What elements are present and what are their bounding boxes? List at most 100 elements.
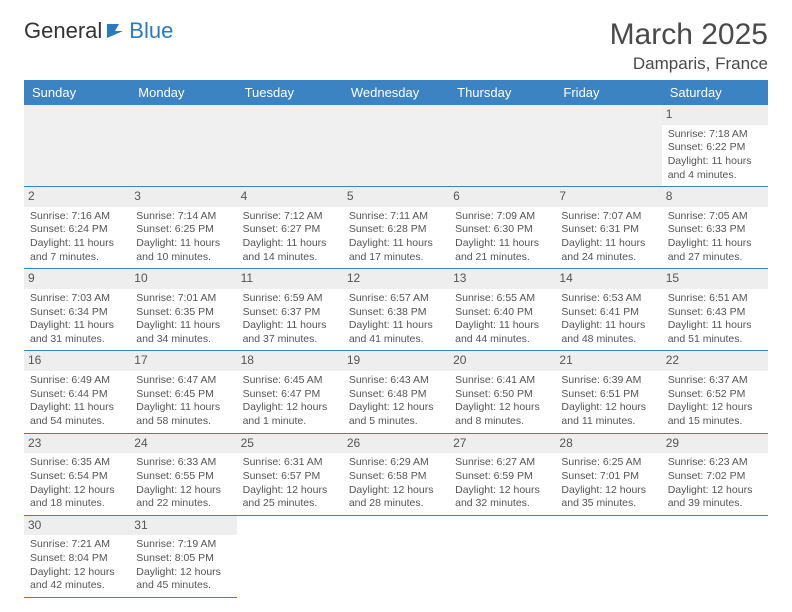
day-info: Sunrise: 6:43 AMSunset: 6:48 PMDaylight:… xyxy=(349,374,443,429)
day-number: 20 xyxy=(449,351,555,371)
calendar-day-cell: 10Sunrise: 7:01 AMSunset: 6:35 PMDayligh… xyxy=(130,269,236,351)
sunrise-text: Sunrise: 7:18 AM xyxy=(668,128,762,142)
day-info: Sunrise: 7:11 AMSunset: 6:28 PMDaylight:… xyxy=(349,210,443,265)
sunset-text: Sunset: 6:52 PM xyxy=(668,388,762,402)
day-number: 30 xyxy=(24,516,130,536)
daylight-text: Daylight: 11 hours and 21 minutes. xyxy=(455,237,549,264)
day-info: Sunrise: 7:14 AMSunset: 6:25 PMDaylight:… xyxy=(136,210,230,265)
calendar-day-cell xyxy=(662,515,768,597)
sunset-text: Sunset: 6:37 PM xyxy=(243,306,337,320)
day-info: Sunrise: 7:03 AMSunset: 6:34 PMDaylight:… xyxy=(30,292,124,347)
calendar-week-row: 2Sunrise: 7:16 AMSunset: 6:24 PMDaylight… xyxy=(24,187,768,269)
day-info: Sunrise: 6:29 AMSunset: 6:58 PMDaylight:… xyxy=(349,456,443,511)
daylight-text: Daylight: 12 hours and 28 minutes. xyxy=(349,484,443,511)
day-number: 3 xyxy=(130,187,236,207)
calendar-day-cell: 3 Sunrise: 7:14 AMSunset: 6:25 PMDaylight… xyxy=(130,187,236,269)
sunrise-text: Sunrise: 7:19 AM xyxy=(136,538,230,552)
sunset-text: Sunset: 6:57 PM xyxy=(243,470,337,484)
calendar-day-cell: 31Sunrise: 7:19 AMSunset: 8:05 PMDayligh… xyxy=(130,515,236,597)
daylight-text: Daylight: 11 hours and 41 minutes. xyxy=(349,319,443,346)
daylight-text: Daylight: 12 hours and 1 minute. xyxy=(243,401,337,428)
daylight-text: Daylight: 12 hours and 45 minutes. xyxy=(136,566,230,593)
calendar-day-cell: 6Sunrise: 7:09 AMSunset: 6:30 PMDaylight… xyxy=(449,187,555,269)
calendar-day-cell: 13Sunrise: 6:55 AMSunset: 6:40 PMDayligh… xyxy=(449,269,555,351)
day-number: 7 xyxy=(555,187,661,207)
calendar-week-row: 9Sunrise: 7:03 AMSunset: 6:34 PMDaylight… xyxy=(24,269,768,351)
day-number: 5 xyxy=(343,187,449,207)
flag-icon xyxy=(105,22,127,40)
sunrise-text: Sunrise: 6:29 AM xyxy=(349,456,443,470)
sunset-text: Sunset: 6:50 PM xyxy=(455,388,549,402)
daylight-text: Daylight: 12 hours and 22 minutes. xyxy=(136,484,230,511)
day-info: Sunrise: 6:49 AMSunset: 6:44 PMDaylight:… xyxy=(30,374,124,429)
sunrise-text: Sunrise: 6:35 AM xyxy=(30,456,124,470)
daylight-text: Daylight: 11 hours and 24 minutes. xyxy=(561,237,655,264)
daylight-text: Daylight: 11 hours and 31 minutes. xyxy=(30,319,124,346)
sunset-text: Sunset: 8:05 PM xyxy=(136,552,230,566)
sunset-text: Sunset: 6:35 PM xyxy=(136,306,230,320)
day-number: 16 xyxy=(24,351,130,371)
calendar-day-cell xyxy=(449,515,555,597)
daylight-text: Daylight: 12 hours and 11 minutes. xyxy=(561,401,655,428)
calendar-day-cell xyxy=(237,515,343,597)
daylight-text: Daylight: 11 hours and 17 minutes. xyxy=(349,237,443,264)
daylight-text: Daylight: 11 hours and 10 minutes. xyxy=(136,237,230,264)
calendar-day-cell: 26Sunrise: 6:29 AMSunset: 6:58 PMDayligh… xyxy=(343,433,449,515)
calendar-day-cell xyxy=(130,105,236,187)
day-number: 4 xyxy=(237,187,343,207)
calendar-week-row: 30Sunrise: 7:21 AMSunset: 8:04 PMDayligh… xyxy=(24,515,768,597)
location-label: Damparis, France xyxy=(610,54,768,74)
calendar-day-cell: 21Sunrise: 6:39 AMSunset: 6:51 PMDayligh… xyxy=(555,351,661,433)
calendar-day-cell: 19Sunrise: 6:43 AMSunset: 6:48 PMDayligh… xyxy=(343,351,449,433)
sunset-text: Sunset: 6:27 PM xyxy=(243,223,337,237)
calendar-day-cell: 15Sunrise: 6:51 AMSunset: 6:43 PMDayligh… xyxy=(662,269,768,351)
day-number: 23 xyxy=(24,434,130,454)
sunrise-text: Sunrise: 6:57 AM xyxy=(349,292,443,306)
weekday-header: Saturday xyxy=(662,80,768,105)
calendar-day-cell: 4 Sunrise: 7:12 AMSunset: 6:27 PMDaylight… xyxy=(237,187,343,269)
sunset-text: Sunset: 6:34 PM xyxy=(30,306,124,320)
day-number: 22 xyxy=(662,351,768,371)
daylight-text: Daylight: 12 hours and 15 minutes. xyxy=(668,401,762,428)
sunset-text: Sunset: 6:38 PM xyxy=(349,306,443,320)
calendar-day-cell: 20Sunrise: 6:41 AMSunset: 6:50 PMDayligh… xyxy=(449,351,555,433)
day-number: 18 xyxy=(237,351,343,371)
calendar-day-cell: 5 Sunrise: 7:11 AMSunset: 6:28 PMDaylight… xyxy=(343,187,449,269)
sunset-text: Sunset: 6:54 PM xyxy=(30,470,124,484)
day-number: 29 xyxy=(662,434,768,454)
daylight-text: Daylight: 11 hours and 54 minutes. xyxy=(30,401,124,428)
daylight-text: Daylight: 12 hours and 35 minutes. xyxy=(561,484,655,511)
sunrise-text: Sunrise: 6:31 AM xyxy=(243,456,337,470)
sunset-text: Sunset: 6:48 PM xyxy=(349,388,443,402)
calendar-day-cell: 18Sunrise: 6:45 AMSunset: 6:47 PMDayligh… xyxy=(237,351,343,433)
day-number: 10 xyxy=(130,269,236,289)
weekday-header: Tuesday xyxy=(237,80,343,105)
sunset-text: Sunset: 6:44 PM xyxy=(30,388,124,402)
day-info: Sunrise: 6:51 AMSunset: 6:43 PMDaylight:… xyxy=(668,292,762,347)
sunset-text: Sunset: 6:45 PM xyxy=(136,388,230,402)
daylight-text: Daylight: 11 hours and 34 minutes. xyxy=(136,319,230,346)
day-number: 11 xyxy=(237,269,343,289)
sunrise-text: Sunrise: 6:55 AM xyxy=(455,292,549,306)
day-info: Sunrise: 6:25 AMSunset: 7:01 PMDaylight:… xyxy=(561,456,655,511)
calendar-day-cell xyxy=(24,105,130,187)
sunrise-text: Sunrise: 6:33 AM xyxy=(136,456,230,470)
day-info: Sunrise: 6:47 AMSunset: 6:45 PMDaylight:… xyxy=(136,374,230,429)
weekday-header: Wednesday xyxy=(343,80,449,105)
sunset-text: Sunset: 6:24 PM xyxy=(30,223,124,237)
day-info: Sunrise: 6:33 AMSunset: 6:55 PMDaylight:… xyxy=(136,456,230,511)
sunset-text: Sunset: 6:33 PM xyxy=(668,223,762,237)
sunset-text: Sunset: 6:47 PM xyxy=(243,388,337,402)
day-info: Sunrise: 7:12 AMSunset: 6:27 PMDaylight:… xyxy=(243,210,337,265)
calendar-day-cell xyxy=(555,515,661,597)
daylight-text: Daylight: 11 hours and 51 minutes. xyxy=(668,319,762,346)
day-info: Sunrise: 6:57 AMSunset: 6:38 PMDaylight:… xyxy=(349,292,443,347)
title-block: March 2025 Damparis, France xyxy=(610,18,768,74)
sunset-text: Sunset: 6:22 PM xyxy=(668,141,762,155)
sunrise-text: Sunrise: 7:21 AM xyxy=(30,538,124,552)
day-info: Sunrise: 7:18 AMSunset: 6:22 PMDaylight:… xyxy=(668,128,762,183)
calendar-day-cell: 22 Sunrise: 6:37 AMSunset: 6:52 PMDayligh… xyxy=(662,351,768,433)
daylight-text: Daylight: 12 hours and 18 minutes. xyxy=(30,484,124,511)
day-number: 6 xyxy=(449,187,555,207)
sunrise-text: Sunrise: 6:37 AM xyxy=(668,374,762,388)
